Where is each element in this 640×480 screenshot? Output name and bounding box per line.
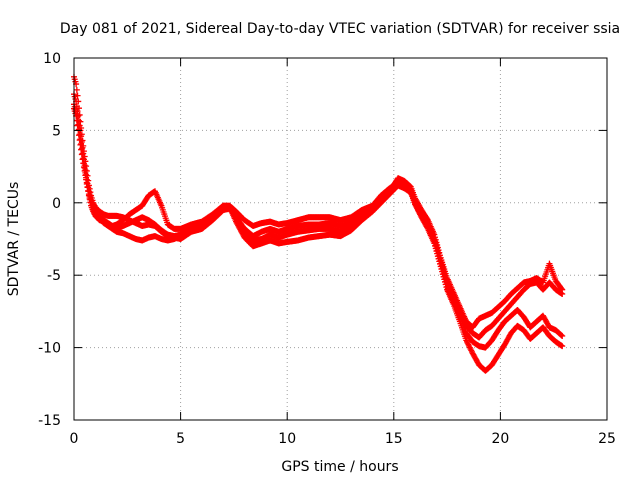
data-point xyxy=(558,285,565,292)
data-point xyxy=(73,112,80,119)
data-point xyxy=(87,199,94,206)
data-point xyxy=(79,144,86,151)
data-point xyxy=(74,117,81,124)
data-point xyxy=(78,140,85,147)
data-point xyxy=(559,286,566,293)
data-point xyxy=(82,169,89,176)
data-point xyxy=(85,192,92,199)
data-point xyxy=(77,136,84,143)
y-axis-label: SDTVAR / TECUs xyxy=(6,182,22,297)
y-tick-label: -15 xyxy=(38,413,61,429)
chart-title: Day 081 of 2021, Sidereal Day-to-day VTE… xyxy=(60,21,620,37)
data-point xyxy=(86,195,93,202)
x-tick-label: 0 xyxy=(70,431,79,447)
y-tick-label: 10 xyxy=(43,51,61,67)
data-point xyxy=(73,86,80,93)
x-axis-label: GPS time / hours xyxy=(281,459,398,475)
data-point xyxy=(84,183,91,190)
series-trace-d xyxy=(71,101,566,351)
x-tick-label: 15 xyxy=(385,431,403,447)
data-point xyxy=(85,188,92,195)
data-point xyxy=(75,121,82,128)
x-tick-label: 10 xyxy=(278,431,296,447)
x-tick-labels: 0 5 10 15 20 25 xyxy=(70,431,616,447)
plot-frame xyxy=(73,57,608,421)
y-tick-label: -5 xyxy=(47,268,61,284)
data-point xyxy=(79,150,86,157)
y-tick-label: 5 xyxy=(52,123,61,139)
data-points xyxy=(71,73,566,374)
data-point xyxy=(80,160,87,167)
data-point xyxy=(75,126,82,133)
data-point xyxy=(83,174,90,181)
data-point xyxy=(74,92,81,99)
data-point xyxy=(81,165,88,172)
y-tick-label: -10 xyxy=(38,341,61,357)
data-point xyxy=(559,333,566,340)
data-point xyxy=(80,155,87,162)
x-tick-label: 5 xyxy=(176,431,185,447)
x-tick-label: 20 xyxy=(491,431,509,447)
data-point xyxy=(559,343,566,350)
data-point xyxy=(76,131,83,138)
y-tick-labels: 10 5 0 -5 -10 -15 xyxy=(38,51,61,429)
data-point xyxy=(78,145,85,152)
y-tick-label: 0 xyxy=(52,196,61,212)
x-tick-label: 25 xyxy=(598,431,616,447)
data-point xyxy=(83,179,90,186)
